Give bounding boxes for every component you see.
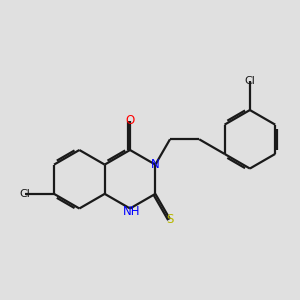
Text: Cl: Cl [19, 189, 30, 199]
Text: N: N [151, 158, 160, 171]
Text: Cl: Cl [244, 76, 255, 86]
Text: S: S [166, 213, 174, 226]
Text: O: O [125, 114, 135, 127]
Text: NH: NH [123, 205, 140, 218]
